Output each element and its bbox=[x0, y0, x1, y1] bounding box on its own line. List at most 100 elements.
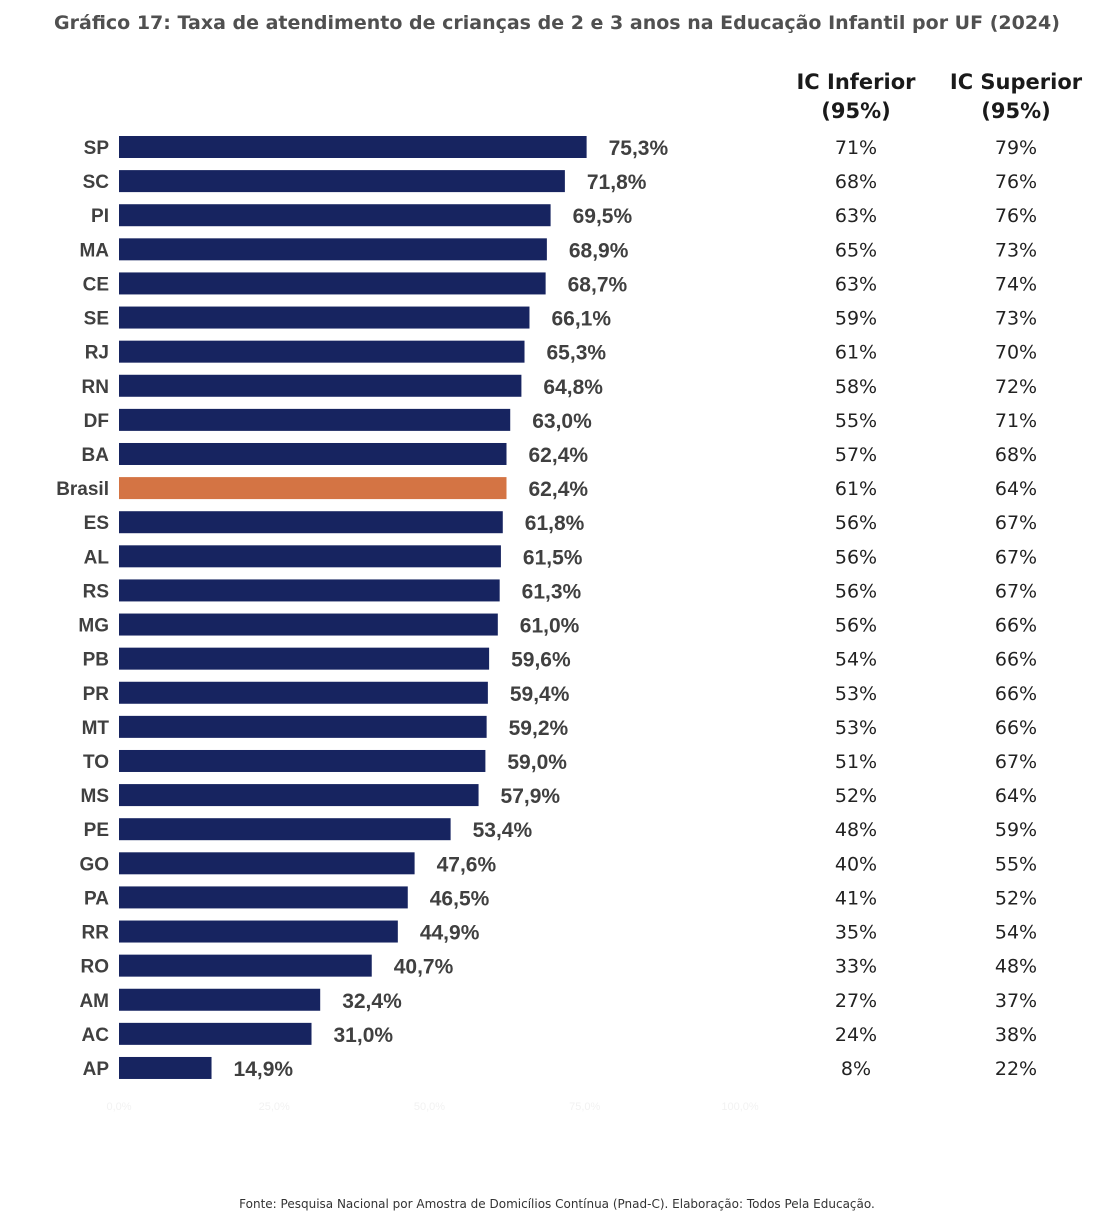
ci-upper-value: 68% bbox=[995, 444, 1037, 466]
ci-upper-value: 76% bbox=[995, 205, 1037, 227]
category-label: RR bbox=[82, 923, 110, 944]
ci-upper-value: 66% bbox=[995, 615, 1037, 637]
ci-upper-value: 38% bbox=[995, 1024, 1037, 1046]
ci-lower-value: 61% bbox=[835, 342, 877, 364]
data-label: 31,0% bbox=[334, 1024, 394, 1047]
bar bbox=[119, 818, 451, 841]
ci-lower-value: 56% bbox=[835, 580, 877, 602]
bar bbox=[119, 408, 511, 431]
bar bbox=[119, 1056, 212, 1079]
ci-upper-value: 73% bbox=[995, 239, 1037, 261]
ci-upper-value: 74% bbox=[995, 273, 1037, 295]
bar bbox=[119, 136, 587, 158]
category-label: AM bbox=[79, 991, 109, 1012]
data-label: 64,8% bbox=[543, 376, 603, 399]
ci-lower-value: 71% bbox=[835, 137, 877, 159]
category-label: SP bbox=[84, 138, 110, 159]
category-label: MG bbox=[78, 616, 109, 637]
data-label: 63,0% bbox=[532, 410, 592, 433]
ci-lower-value: 54% bbox=[835, 649, 877, 671]
x-tick-label: 50,0% bbox=[414, 1101, 445, 1113]
data-label: 61,8% bbox=[525, 512, 585, 535]
ci-upper-value: 37% bbox=[995, 990, 1037, 1012]
ci-upper-value: 67% bbox=[995, 751, 1037, 773]
data-label: 75,3% bbox=[609, 137, 669, 160]
x-tick-label: 25,0% bbox=[259, 1101, 290, 1113]
data-label: 59,6% bbox=[511, 649, 571, 672]
ci-lower-value: 59% bbox=[835, 308, 877, 330]
category-label: BA bbox=[82, 445, 110, 466]
data-label: 57,9% bbox=[501, 785, 561, 808]
bar bbox=[119, 306, 530, 329]
category-label: AP bbox=[83, 1059, 110, 1080]
ci-lower-value: 33% bbox=[835, 956, 877, 978]
ci-upper-value: 55% bbox=[995, 853, 1037, 875]
ci-lower-header-line-1: IC Inferior bbox=[796, 70, 916, 94]
ci-lower-value: 58% bbox=[835, 376, 877, 398]
bar bbox=[119, 340, 525, 363]
ci-lower-header-line-2: (95%) bbox=[821, 99, 890, 123]
bar bbox=[119, 954, 372, 977]
bar bbox=[119, 477, 507, 500]
data-label: 47,6% bbox=[437, 853, 497, 876]
ci-lower-value: 8% bbox=[841, 1058, 871, 1080]
bar bbox=[119, 374, 522, 397]
bar bbox=[119, 511, 503, 534]
category-label: SE bbox=[84, 309, 109, 330]
bar bbox=[119, 238, 547, 261]
data-label: 68,7% bbox=[568, 273, 628, 296]
category-label: PI bbox=[91, 206, 109, 227]
category-label: PR bbox=[83, 684, 110, 705]
category-label: MS bbox=[81, 786, 110, 807]
ci-upper-value: 67% bbox=[995, 546, 1037, 568]
bar bbox=[119, 715, 487, 738]
category-label: PB bbox=[83, 650, 109, 671]
ci-upper-value: 76% bbox=[995, 171, 1037, 193]
bar bbox=[119, 272, 546, 295]
source-note: Fonte: Pesquisa Nacional por Amostra de … bbox=[239, 1197, 875, 1211]
ci-lower-value: 61% bbox=[835, 478, 877, 500]
data-label: 71,8% bbox=[587, 171, 647, 194]
bar bbox=[119, 170, 565, 193]
ci-lower-value: 41% bbox=[835, 887, 877, 909]
category-label: Brasil bbox=[56, 479, 109, 500]
ci-upper-value: 66% bbox=[995, 717, 1037, 739]
data-label: 40,7% bbox=[394, 956, 454, 979]
chart-title: Gráfico 17: Taxa de atendimento de crian… bbox=[54, 12, 1060, 34]
data-label: 61,5% bbox=[523, 546, 583, 569]
bar bbox=[119, 749, 486, 772]
ci-upper-value: 73% bbox=[995, 308, 1037, 330]
x-tick-label: 75,0% bbox=[569, 1101, 600, 1113]
bar bbox=[119, 1022, 312, 1045]
ci-lower-value: 48% bbox=[835, 819, 877, 841]
bar bbox=[119, 613, 498, 636]
data-label: 59,4% bbox=[510, 683, 570, 706]
ci-upper-value: 22% bbox=[995, 1058, 1037, 1080]
data-label: 69,5% bbox=[573, 205, 633, 228]
ci-upper-value: 72% bbox=[995, 376, 1037, 398]
ci-lower-value: 57% bbox=[835, 444, 877, 466]
ci-upper-value: 66% bbox=[995, 683, 1037, 705]
category-label: GO bbox=[79, 854, 109, 875]
ci-lower-value: 63% bbox=[835, 205, 877, 227]
bar bbox=[119, 647, 490, 670]
ci-lower-value: 40% bbox=[835, 853, 877, 875]
ci-lower-value: 65% bbox=[835, 239, 877, 261]
ci-upper-value: 64% bbox=[995, 478, 1037, 500]
ci-upper-value: 64% bbox=[995, 785, 1037, 807]
category-label: RJ bbox=[85, 343, 109, 364]
category-label: PE bbox=[84, 820, 109, 841]
category-label: PA bbox=[84, 888, 109, 909]
category-label: AC bbox=[82, 1025, 110, 1046]
data-label: 46,5% bbox=[430, 887, 490, 910]
category-label: RO bbox=[81, 957, 110, 978]
ci-lower-value: 52% bbox=[835, 785, 877, 807]
ci-lower-value: 53% bbox=[835, 683, 877, 705]
ci-lower-value: 63% bbox=[835, 273, 877, 295]
data-label: 53,4% bbox=[473, 819, 533, 842]
ci-upper-value: 48% bbox=[995, 956, 1037, 978]
ci-lower-value: 27% bbox=[835, 990, 877, 1012]
ci-upper-header-line-2: (95%) bbox=[981, 99, 1050, 123]
category-label: SC bbox=[83, 172, 110, 193]
bar bbox=[119, 681, 488, 704]
